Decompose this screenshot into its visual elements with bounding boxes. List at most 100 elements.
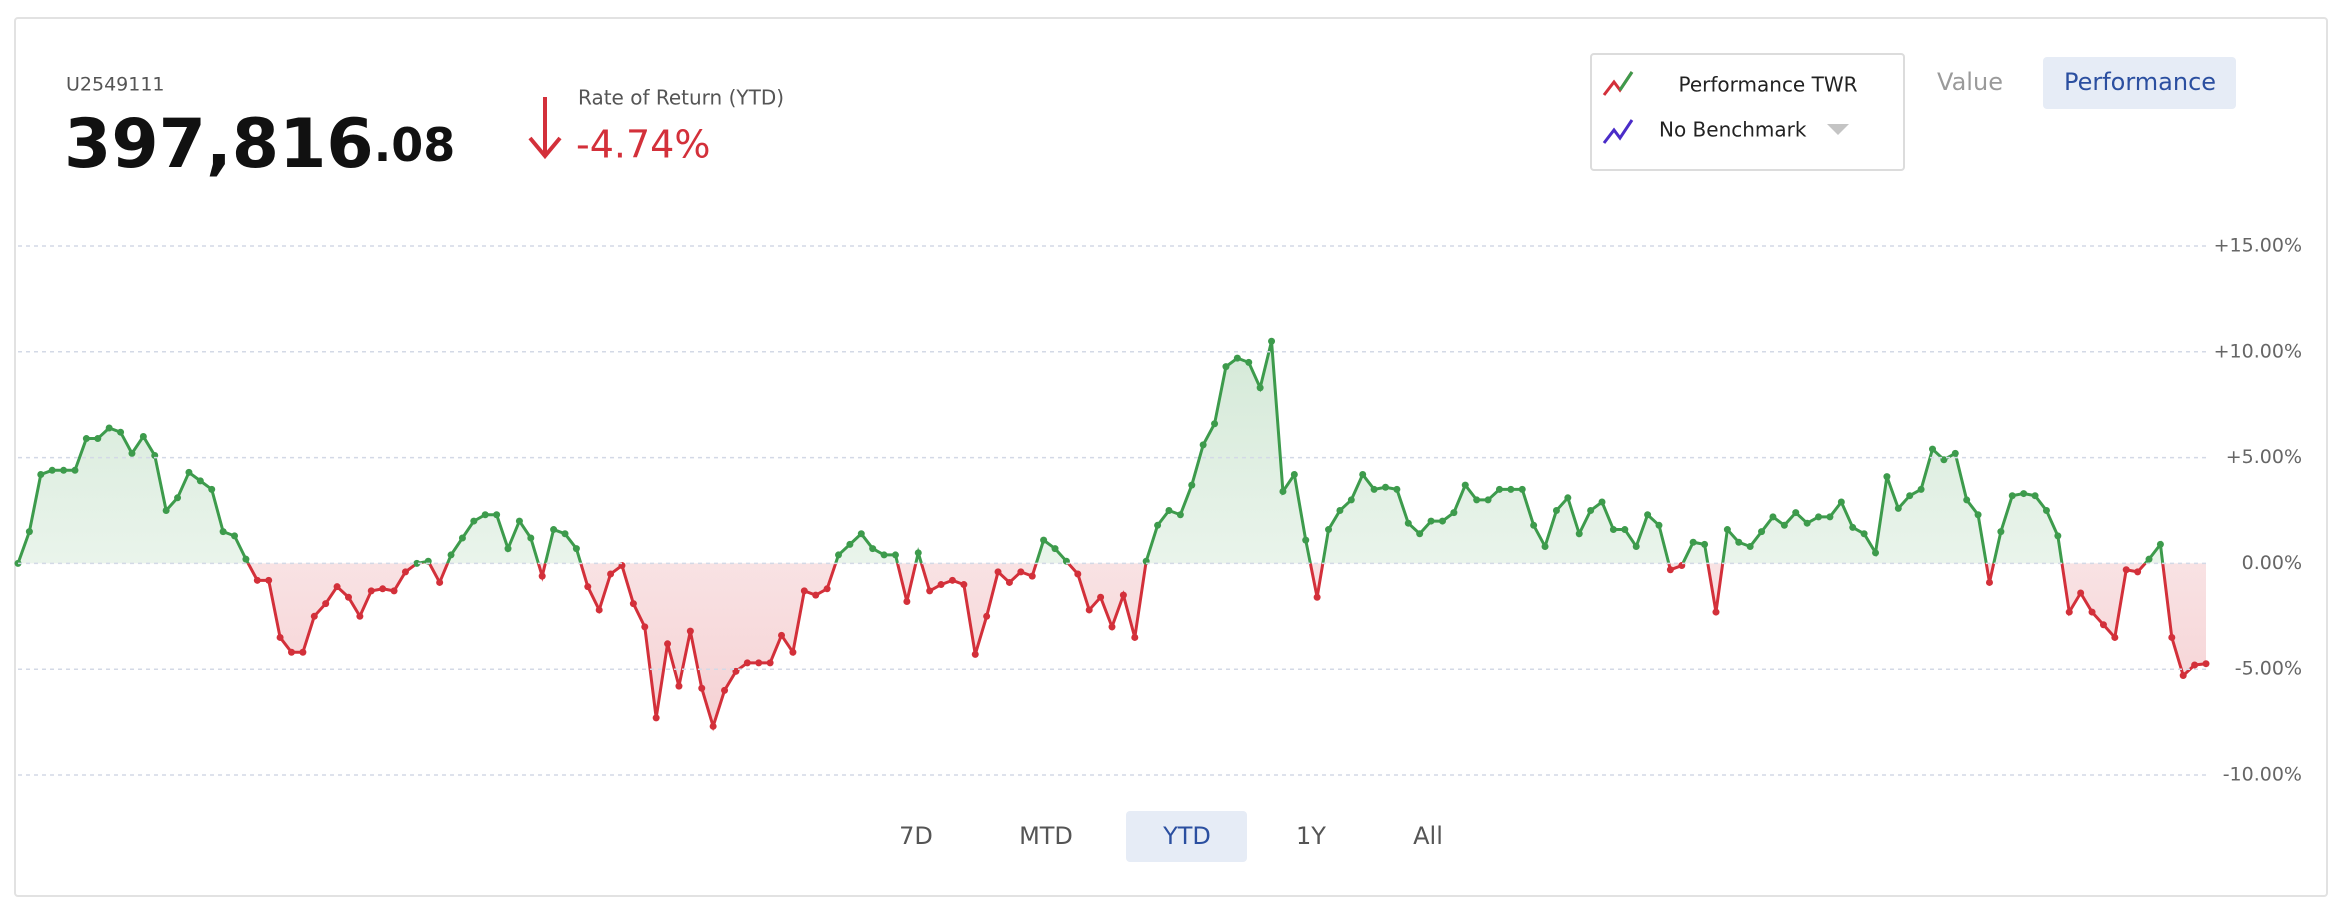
point — [2099, 621, 2107, 629]
point — [1359, 471, 1367, 479]
point — [732, 667, 740, 675]
point — [960, 581, 968, 589]
point — [1017, 568, 1025, 576]
point — [1507, 485, 1515, 493]
plot — [14, 337, 2210, 732]
balance-cents: .08 — [374, 118, 456, 172]
point — [174, 494, 182, 502]
point — [846, 540, 854, 548]
point — [1758, 528, 1766, 536]
range-tab[interactable]: 7D — [899, 822, 933, 850]
point — [1416, 530, 1424, 538]
point — [1165, 507, 1173, 514]
point — [265, 576, 273, 584]
point — [504, 545, 512, 553]
point — [1222, 363, 1230, 371]
point — [219, 528, 227, 536]
point — [1382, 483, 1389, 491]
point — [1028, 572, 1036, 580]
point — [2122, 566, 2130, 574]
point — [1997, 528, 2005, 536]
performance-toggle[interactable]: Performance — [2064, 68, 2216, 96]
point — [1097, 593, 1105, 601]
point — [789, 648, 797, 656]
point — [344, 593, 352, 601]
point — [698, 684, 706, 692]
point — [778, 631, 786, 639]
point — [1279, 487, 1287, 495]
point — [333, 583, 341, 591]
point — [1245, 358, 1253, 366]
point — [322, 600, 330, 608]
point — [2134, 568, 2142, 576]
point — [1632, 542, 1640, 550]
point — [1268, 337, 1276, 345]
point — [1518, 485, 1526, 493]
point — [550, 526, 558, 534]
point — [835, 551, 842, 559]
point — [2020, 490, 2028, 498]
y-tick-label: +15.00% — [2214, 235, 2302, 257]
point — [709, 722, 717, 730]
point — [481, 511, 489, 519]
range-tab[interactable]: MTD — [1019, 822, 1073, 850]
point — [401, 568, 409, 576]
point — [413, 559, 421, 567]
point — [1723, 526, 1731, 534]
point — [880, 551, 888, 559]
benchmark-dropdown[interactable] — [1827, 124, 1849, 135]
point — [1347, 496, 1355, 504]
point — [1484, 496, 1492, 504]
point — [1917, 485, 1925, 493]
point — [82, 435, 90, 443]
range-tab[interactable]: 1Y — [1296, 822, 1326, 850]
point — [937, 581, 945, 589]
range-tab[interactable]: All — [1413, 822, 1443, 850]
point — [356, 612, 364, 620]
point — [572, 545, 580, 553]
point — [310, 612, 318, 620]
point — [1860, 530, 1868, 538]
point — [891, 551, 899, 559]
point — [983, 612, 991, 620]
point — [117, 428, 125, 436]
performance-toggle-bg[interactable] — [2043, 57, 2236, 109]
point — [1450, 509, 1458, 517]
point — [721, 686, 729, 694]
range-tab[interactable]: YTD — [1162, 822, 1211, 850]
point — [800, 587, 808, 595]
point — [1541, 542, 1549, 550]
point — [1701, 540, 1709, 548]
point — [48, 466, 56, 474]
point — [1849, 523, 1857, 531]
point — [595, 606, 603, 614]
point — [1040, 536, 1048, 544]
point — [105, 424, 113, 432]
y-tick-label: -5.00% — [2235, 658, 2302, 680]
point — [1119, 591, 1127, 599]
point — [1644, 511, 1652, 519]
legend-label[interactable]: Performance TWR — [1679, 73, 1858, 97]
point — [1074, 570, 1082, 578]
point — [1290, 471, 1298, 479]
value-toggle[interactable]: Value — [1937, 68, 2003, 96]
point — [2054, 532, 2062, 540]
balance-whole: 397,816 — [64, 105, 374, 184]
point — [367, 587, 375, 595]
point — [2077, 589, 2085, 597]
point — [1951, 449, 1959, 457]
benchmark-icon — [1602, 119, 1634, 144]
point — [994, 568, 1002, 576]
point — [561, 530, 569, 538]
point — [2065, 608, 2073, 616]
point — [2111, 633, 2119, 641]
point — [2145, 555, 2153, 563]
point — [1564, 494, 1572, 502]
benchmark-label[interactable]: No Benchmark — [1659, 118, 1807, 142]
point — [1963, 496, 1971, 504]
active-range-bg[interactable] — [1126, 811, 1247, 862]
point — [1404, 519, 1412, 527]
point — [527, 534, 535, 542]
point — [1176, 511, 1184, 519]
